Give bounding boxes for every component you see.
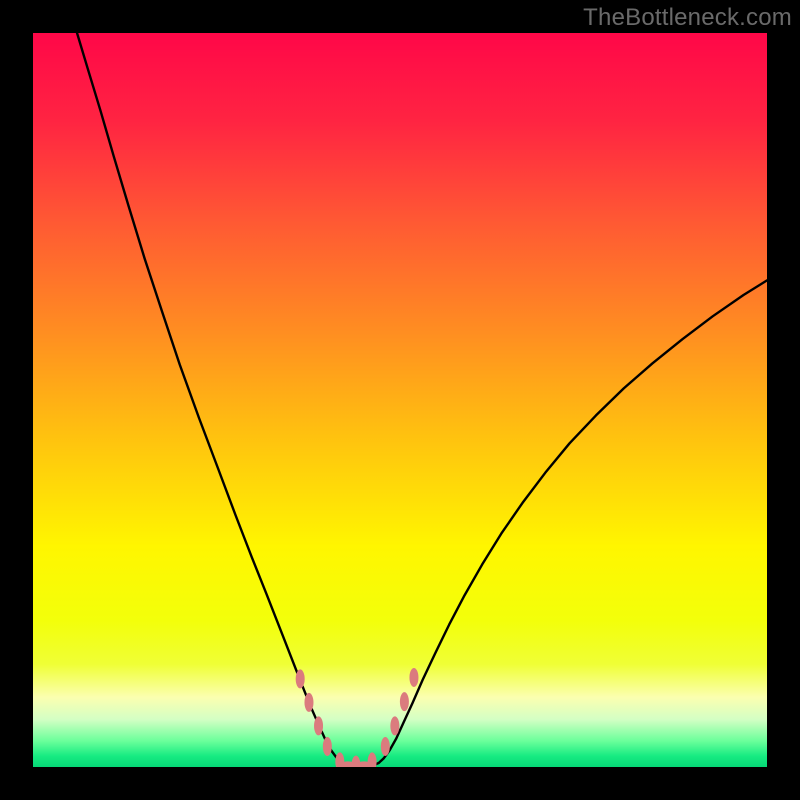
curve-marker [314,716,323,735]
gradient-background [33,33,767,767]
figure-root: TheBottleneck.com [0,0,800,800]
curve-marker [381,737,390,756]
watermark-text: TheBottleneck.com [583,4,792,32]
plot-area [33,33,767,767]
curve-marker [409,668,418,687]
curve-marker [323,737,332,756]
curve-marker [390,716,399,735]
chart-svg [33,33,767,767]
curve-marker [304,693,313,712]
curve-marker [296,669,305,688]
curve-marker [400,692,409,711]
